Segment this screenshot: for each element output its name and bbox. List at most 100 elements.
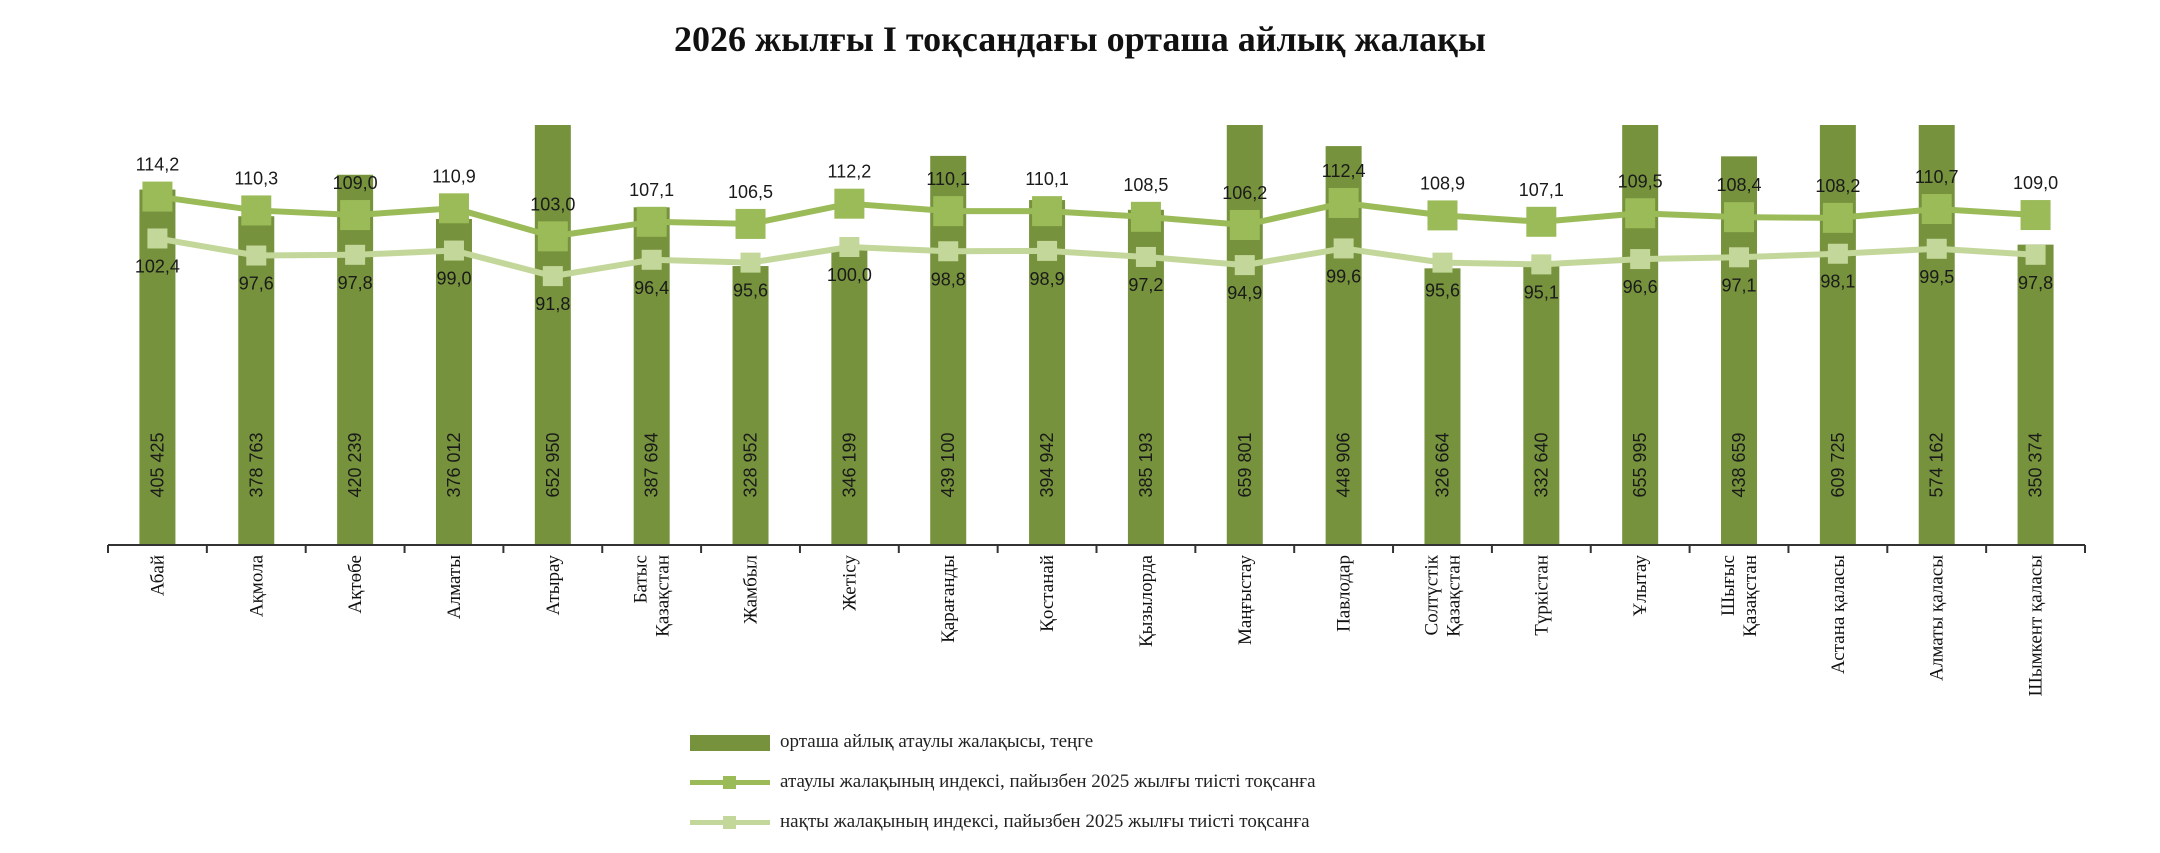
bar-value-label: 652 950 (543, 432, 563, 497)
nominal-index-marker (1822, 202, 1853, 233)
real-index-marker (2025, 244, 2046, 265)
real-index-marker (443, 240, 464, 261)
real-index-line (156, 235, 2036, 280)
category-label: Ақтөбе (345, 555, 366, 614)
nominal-index-marker (2020, 200, 2051, 231)
bar-value-label: 439 100 (938, 432, 958, 497)
bar-value-label: 609 725 (1828, 432, 1848, 497)
real-index-marker (1926, 238, 1947, 259)
bar-value-label: 385 193 (1136, 432, 1156, 497)
legend: орташа айлық атаулы жалақысы, теңге атау… (690, 722, 1316, 842)
nominal-index-marker (1625, 198, 1656, 229)
nominal-index-label: 110,3 (234, 168, 278, 188)
legend-bar-swatch (690, 735, 770, 751)
nominal-index-marker (1921, 194, 1952, 225)
real-index-marker (1827, 243, 1848, 264)
bar-value-label: 326 664 (1432, 432, 1452, 497)
bar-value-label: 350 374 (2026, 432, 2046, 497)
real-index-marker (246, 245, 267, 266)
bar-value-label: 659 801 (1235, 432, 1255, 497)
nominal-index-label: 108,9 (1420, 173, 1465, 193)
category-label: Қарағанды (938, 555, 959, 643)
real-index-marker (1234, 255, 1255, 276)
real-index-label: 94,9 (1227, 283, 1262, 303)
real-index-marker (839, 237, 860, 257)
bar (1424, 268, 1461, 545)
bar-value-label: 405 425 (147, 432, 167, 497)
nominal-index-marker (636, 206, 667, 237)
bar-series (139, 125, 2054, 545)
real-index-label: 97,8 (338, 273, 373, 293)
category-label: Алматы қаласы (1927, 555, 1948, 681)
bar-value-label: 394 942 (1037, 432, 1057, 497)
category-label: Алматы (444, 555, 465, 619)
category-label: Қостанай (1037, 555, 1058, 632)
nominal-index-label: 112,4 (1322, 161, 1366, 181)
real-index-marker (1432, 252, 1453, 273)
nominal-index-label: 110,1 (1025, 169, 1069, 189)
nominal-index-line (157, 193, 2036, 240)
category-label: Жетісу (839, 555, 860, 611)
bar-value-label: 387 694 (642, 432, 662, 497)
bar-value-label: 328 952 (741, 432, 761, 497)
real-index-marker (641, 249, 662, 270)
category-label: Ақмола (246, 554, 267, 617)
bar-value-label: 420 239 (345, 432, 365, 497)
nominal-index-marker (438, 193, 469, 224)
nominal-index-marker (834, 188, 865, 219)
bar (337, 174, 374, 545)
real-index-marker (1630, 249, 1651, 270)
real-index-marker (938, 241, 959, 262)
real-index-label: 98,8 (931, 269, 966, 289)
nominal-index-label: 110,7 (1915, 167, 1959, 187)
bar-value-label: 346 199 (839, 432, 859, 497)
nominal-index-label: 107,1 (1519, 180, 1564, 200)
real-index-label: 99,6 (1326, 266, 1361, 286)
bar-value-label: 376 012 (444, 432, 464, 497)
bar (534, 125, 571, 545)
nominal-index-label: 110,1 (926, 169, 970, 189)
real-index-label: 102,4 (135, 256, 180, 276)
category-label: БатысҚазақстан (631, 555, 674, 637)
real-index-marker (1531, 254, 1552, 275)
real-index-label: 98,1 (1820, 272, 1855, 292)
category-label: Қызылорда (1136, 554, 1157, 647)
real-index-label: 100,0 (827, 265, 872, 285)
nominal-index-marker (1724, 202, 1755, 233)
category-label: Павлодар (1334, 555, 1355, 632)
nominal-index-marker (142, 181, 173, 212)
bar (238, 216, 275, 545)
nominal-index-marker (1229, 209, 1260, 240)
category-label: Абай (147, 555, 168, 596)
legend-item-bar: орташа айлық атаулы жалақысы, теңге (690, 722, 1316, 762)
real-index-marker (1333, 238, 1354, 259)
category-label: Атырау (543, 555, 564, 616)
real-index-label: 97,2 (1128, 275, 1163, 295)
nominal-index-marker (340, 200, 371, 231)
real-index-label: 99,0 (436, 269, 471, 289)
bar (732, 266, 769, 545)
bar-value-label: 574 162 (1927, 432, 1947, 497)
real-index-label: 95,1 (1524, 282, 1559, 302)
real-index-label: 98,9 (1030, 269, 1065, 289)
real-index-label: 96,6 (1623, 277, 1658, 297)
bar (2017, 244, 2054, 545)
nominal-index-label: 107,1 (629, 180, 674, 200)
legend-label-real: нақты жалақының индексі, пайызбен 2025 ж… (780, 811, 1310, 832)
nominal-index-label: 109,5 (1618, 171, 1663, 191)
nominal-index-marker (537, 221, 568, 252)
nominal-index-label: 108,4 (1717, 175, 1762, 195)
real-index-marker (740, 252, 761, 273)
bar-value-label: 378 763 (246, 432, 266, 497)
category-label: Жамбыл (741, 554, 762, 623)
legend-item-real: нақты жалақының индексі, пайызбен 2025 ж… (690, 802, 1316, 842)
bar-value-label: 655 995 (1630, 432, 1650, 497)
x-axis (107, 544, 2086, 553)
nominal-index-marker (933, 196, 964, 227)
real-index-marker (1729, 247, 1750, 268)
legend-real-marker (723, 816, 736, 829)
real-index-marker (345, 244, 366, 265)
nominal-index-label: 106,2 (1222, 183, 1267, 203)
real-index-marker (542, 266, 563, 287)
